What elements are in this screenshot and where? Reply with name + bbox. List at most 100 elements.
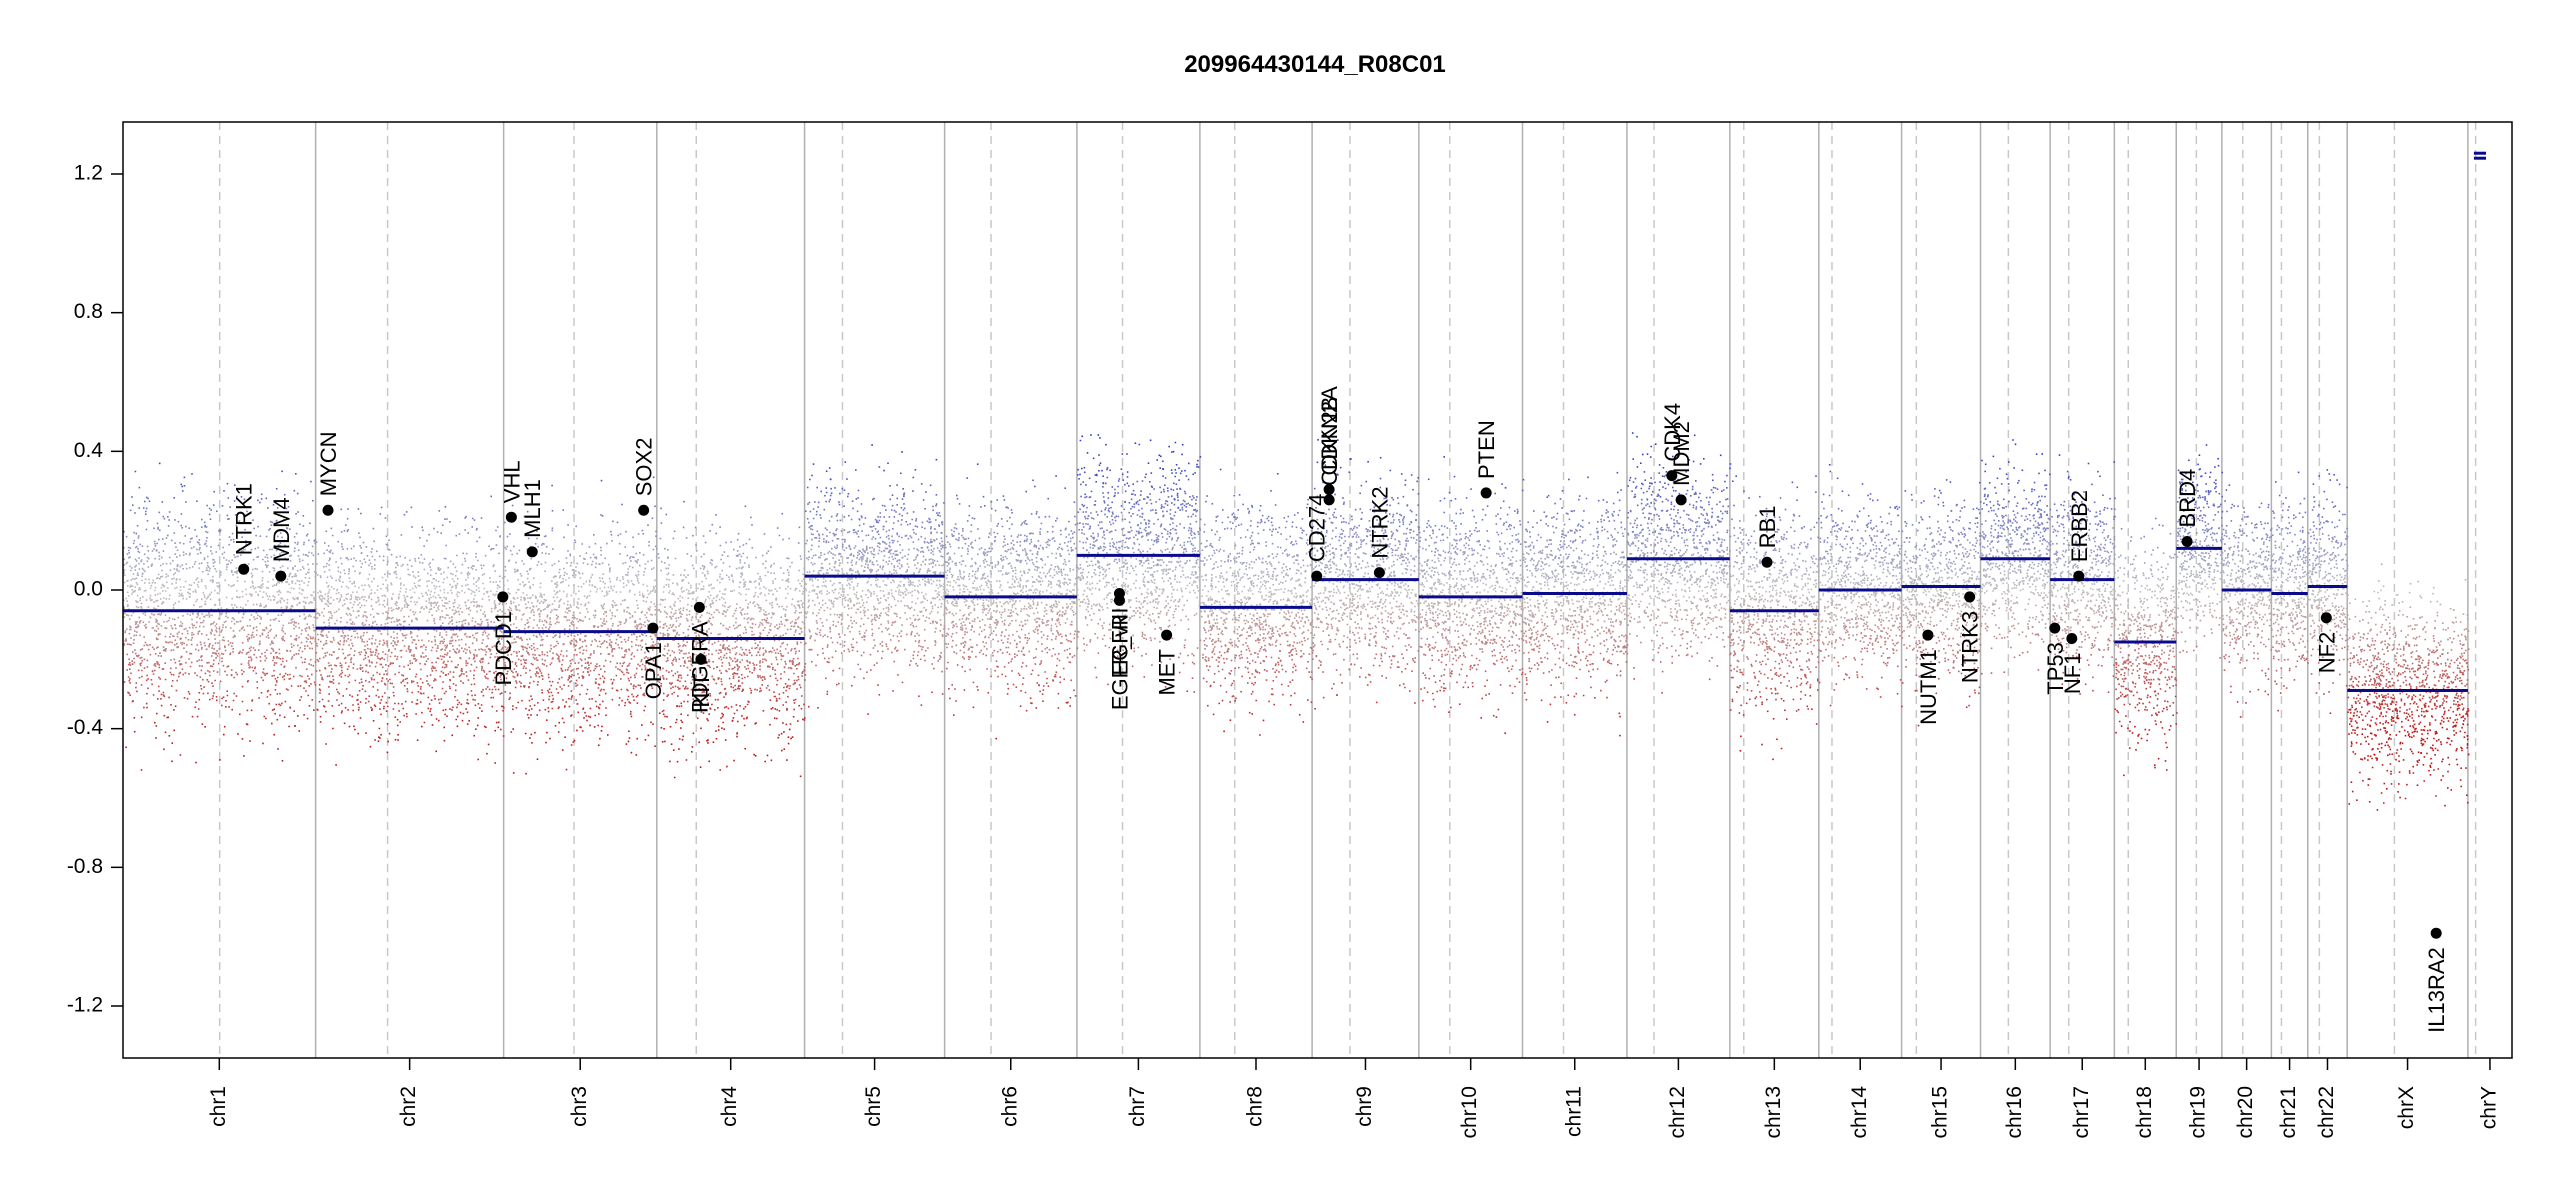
probe-points-chr13 <box>1740 572 1792 575</box>
probe-points-chr4 <box>742 566 750 569</box>
probe-points-chr17 <box>2061 570 2069 573</box>
probe-points-chr1 <box>245 722 273 725</box>
probe-points-chr1 <box>274 532 276 534</box>
probe-points-chr1 <box>141 659 288 662</box>
probe-points-chr9 <box>1381 675 1383 677</box>
probe-points-chr18 <box>2128 645 2169 648</box>
probe-points-chr5 <box>838 682 840 685</box>
probe-points-chr19 <box>2178 551 2191 554</box>
probe-points-chr5 <box>809 635 865 639</box>
probe-points-chr18 <box>2127 572 2153 575</box>
probe-points-chr13 <box>1796 558 1817 560</box>
probe-points-chr1 <box>128 679 307 682</box>
probe-points-chr9 <box>1368 644 1377 647</box>
probe-points-chr10 <box>1427 559 1522 562</box>
probe-points-chr7 <box>1156 537 1190 539</box>
probe-points-chr7 <box>1108 629 1110 631</box>
probe-points-chr8 <box>1226 527 1302 530</box>
probe-points-chr3 <box>541 691 559 694</box>
probe-points-chr13 <box>1747 658 1798 660</box>
probe-points-chr19 <box>2176 588 2203 590</box>
probe-points-chr6 <box>952 574 1052 577</box>
probe-points-chr12 <box>1676 522 1708 524</box>
probe-points-chr5 <box>833 582 933 585</box>
probe-points-chr1 <box>155 619 293 622</box>
probe-points-chr14 <box>1861 483 1864 485</box>
probe-points-chr16 <box>1990 584 2052 587</box>
probe-points-chr8 <box>1205 500 1207 503</box>
probe-points-chr13 <box>1752 618 1801 621</box>
probe-points-chr7 <box>1090 512 1158 514</box>
probe-points-chr7 <box>1106 529 1192 532</box>
probe-points-chr17 <box>2062 671 2065 674</box>
probe-points-chr2 <box>370 677 489 680</box>
probe-points-chr2 <box>357 703 463 706</box>
probe-points-chr18 <box>2117 576 2164 579</box>
probe-points-chr14 <box>1872 499 1879 502</box>
probe-points-chr10 <box>1470 488 1472 490</box>
probe-points-chr17 <box>2063 500 2066 503</box>
probe-points-chr1 <box>182 554 191 556</box>
probe-points-chr10 <box>1492 714 1495 717</box>
probe-points-chr8 <box>1261 572 1263 574</box>
probe-points-chr11 <box>1560 682 1562 685</box>
probe-points-chr11 <box>1555 555 1625 558</box>
probe-points-chr4 <box>715 565 791 568</box>
probe-points-chr18 <box>2115 728 2171 777</box>
probe-points-chr15 <box>1955 557 1976 559</box>
probe-points-chr1 <box>146 666 297 669</box>
probe-points-chr18 <box>2119 651 2153 653</box>
probe-points-chr19 <box>2204 604 2207 606</box>
probe-points-chr1 <box>124 631 270 634</box>
probe-points-chr15 <box>1961 507 1963 509</box>
probe-points-chr19 <box>2207 493 2210 496</box>
probe-points-chr14 <box>1820 515 1870 518</box>
probe-points-chr9 <box>1405 589 1408 592</box>
probe-points-chr12 <box>1628 576 1722 579</box>
probe-points-chr9 <box>1379 456 1382 459</box>
probe-points-chr15 <box>1925 538 1927 540</box>
probe-points-chr16 <box>2026 533 2029 535</box>
probe-points-chr16 <box>1987 495 2046 498</box>
probe-points-chr12 <box>1643 506 1703 509</box>
probe-points-chr9 <box>1326 529 1399 532</box>
probe-points-chr13 <box>1746 689 1819 691</box>
probe-points-chr10 <box>1447 642 1494 645</box>
probe-points-chr10 <box>1486 505 1489 507</box>
probe-points-chr18 <box>2145 641 2155 645</box>
probe-points-chr5 <box>822 567 901 570</box>
probe-points-chr1 <box>126 561 129 564</box>
probe-points-chr18 <box>2119 691 2138 694</box>
probe-points-chr15 <box>1904 489 1941 492</box>
probe-points-chr18 <box>2151 575 2154 578</box>
probe-points-chr7 <box>1131 665 1134 668</box>
probe-points-chr19 <box>2184 585 2187 587</box>
probe-points-chr12 <box>1725 564 1728 567</box>
probe-points-chr3 <box>556 590 652 593</box>
probe-points-chr1 <box>295 513 297 515</box>
probe-points-chr3 <box>528 568 653 570</box>
probe-points-chr11 <box>1529 670 1622 673</box>
probe-points-chr8 <box>1221 630 1279 633</box>
probe-points-chr10 <box>1426 593 1518 596</box>
probe-points-chr19 <box>2184 528 2210 531</box>
probe-points-chr8 <box>1251 713 1253 715</box>
probe-points-chr12 <box>1667 499 1669 502</box>
probe-points-chr14 <box>1829 616 1902 619</box>
probe-points-chr13 <box>1730 620 1803 623</box>
probe-points-chr5 <box>832 532 942 535</box>
probe-points-chr10 <box>1480 457 1482 460</box>
probe-points-chr5 <box>809 578 932 581</box>
probe-points-chr7 <box>1118 558 1138 561</box>
probe-points-chr4 <box>703 662 807 666</box>
probe-points-chr4 <box>775 699 778 702</box>
probe-points-chr16 <box>1988 481 2036 484</box>
probe-points-chr1 <box>275 488 278 490</box>
probe-points-chr15 <box>1914 546 1958 548</box>
probe-points-chr4 <box>702 535 705 537</box>
probe-points-chr14 <box>1843 595 1895 598</box>
probe-points-chr2 <box>343 569 345 572</box>
probe-points-chr14 <box>1820 619 1896 623</box>
probe-points-chr5 <box>851 684 853 687</box>
probe-points-chr14 <box>1866 554 1896 557</box>
